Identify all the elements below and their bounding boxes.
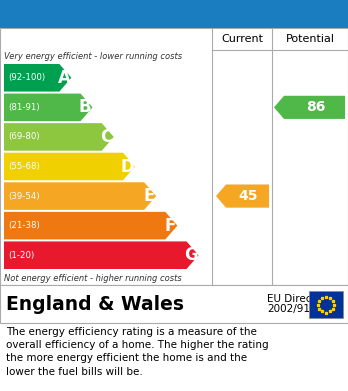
Text: (21-38): (21-38) (8, 221, 40, 230)
Bar (0, 28, 348, 285)
Text: (55-68): (55-68) (8, 162, 40, 171)
Text: England & Wales: England & Wales (6, 294, 184, 314)
Text: F: F (165, 217, 176, 235)
Polygon shape (4, 241, 199, 269)
Text: (81-91): (81-91) (8, 103, 40, 112)
Text: Energy Efficiency Rating: Energy Efficiency Rating (10, 7, 231, 22)
Text: C: C (101, 128, 113, 146)
Polygon shape (4, 153, 135, 180)
Text: 2002/91/EC: 2002/91/EC (267, 304, 327, 314)
Bar (0, 0, 348, 28)
Bar (0, 285, 348, 323)
Bar (309, 291, 343, 318)
Text: (1-20): (1-20) (8, 251, 34, 260)
Text: G: G (184, 246, 198, 264)
Polygon shape (4, 212, 177, 239)
Text: EU Directive: EU Directive (267, 294, 331, 304)
Polygon shape (4, 64, 71, 91)
Text: (69-80): (69-80) (8, 133, 40, 142)
Text: (39-54): (39-54) (8, 192, 40, 201)
Polygon shape (216, 185, 269, 208)
Text: 45: 45 (238, 189, 258, 203)
Polygon shape (4, 182, 156, 210)
Polygon shape (4, 93, 93, 121)
Text: A: A (57, 69, 70, 87)
Text: D: D (120, 158, 134, 176)
Text: Potential: Potential (285, 34, 334, 44)
Text: E: E (144, 187, 155, 205)
Polygon shape (4, 123, 114, 151)
Text: 86: 86 (306, 100, 326, 114)
Text: Not energy efficient - higher running costs: Not energy efficient - higher running co… (4, 274, 182, 283)
Polygon shape (274, 96, 345, 119)
Text: Current: Current (221, 34, 263, 44)
Text: B: B (79, 99, 92, 117)
Text: Very energy efficient - lower running costs: Very energy efficient - lower running co… (4, 52, 182, 61)
Text: The energy efficiency rating is a measure of the
overall efficiency of a home. T: The energy efficiency rating is a measur… (6, 327, 269, 377)
Text: (92-100): (92-100) (8, 73, 45, 82)
